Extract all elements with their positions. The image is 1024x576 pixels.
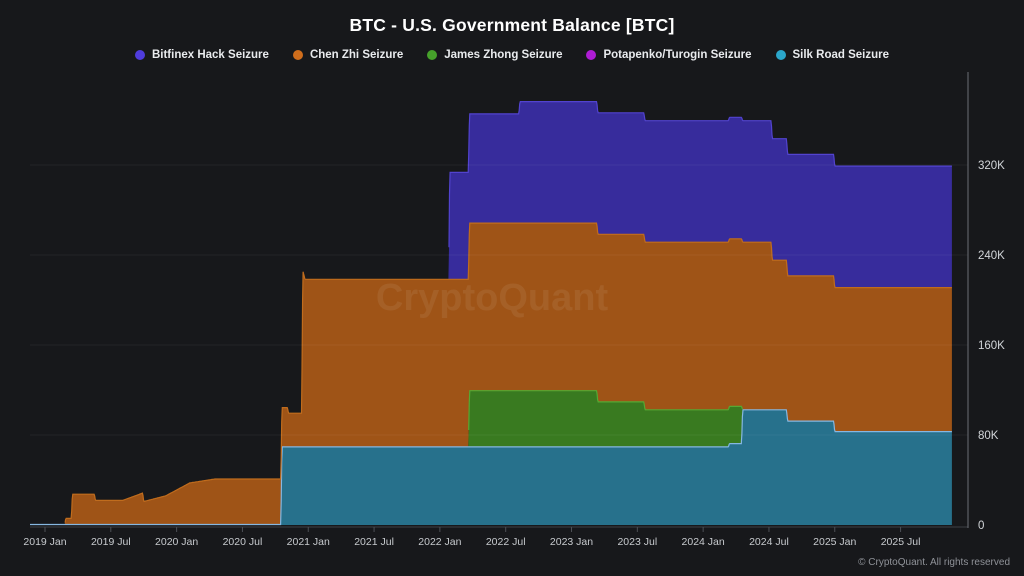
x-tick-label: 2025 Jul [881, 536, 921, 548]
legend-item-silk-road-seizure[interactable]: Silk Road Seizure [775, 49, 890, 61]
legend-dot-chen-zhi-icon [292, 50, 303, 60]
line-chen-zhi [64, 222, 952, 523]
x-tick-label: 2019 Jul [91, 536, 131, 548]
line-silk-road [30, 409, 952, 526]
y-tick-label-240K: 240K [978, 250, 1005, 262]
chart-legend: Bitfinex Hack Seizure Chen Zhi Seizure J… [0, 49, 1024, 61]
legend-item-chen-zhi-seizure[interactable]: Chen Zhi Seizure [292, 49, 404, 61]
line-james-zhong [468, 390, 743, 431]
x-tick-label: 2024 Jul [749, 536, 789, 548]
y-tick-label-320K: 320K [978, 160, 1005, 172]
y-tick-label-160K: 160K [978, 340, 1005, 352]
line-bitfinex-hack [448, 101, 952, 248]
legend-label-james-zhong: James Zhong Seizure [444, 49, 563, 61]
x-tick-label: 2023 Jan [550, 536, 593, 548]
legend-item-bitfinex-hack-seizure[interactable]: Bitfinex Hack Seizure [134, 49, 269, 61]
legend-item-potapenko-turogin-seizure[interactable]: Potapenko/Turogin Seizure [586, 49, 752, 61]
area-james-zhong [30, 390, 952, 525]
legend-dot-james-zhong-icon [427, 50, 438, 60]
legend-dot-silk-road-icon [775, 50, 786, 60]
y-tick-label-80K: 80K [978, 430, 999, 442]
area-silk-road [30, 409, 952, 525]
area-chen-zhi [30, 223, 952, 525]
x-tick-label: 2020 Jul [223, 536, 263, 548]
legend-label-chen-zhi: Chen Zhi Seizure [309, 49, 404, 61]
legend-dot-bitfinex-icon [134, 50, 145, 60]
x-tick-label: 2021 Jan [287, 536, 330, 548]
x-tick-label: 2022 Jan [418, 536, 461, 548]
x-tick-label: 2020 Jan [155, 536, 198, 548]
x-tick-label: 2023 Jul [617, 536, 657, 548]
watermark: CryptoQuant [376, 277, 609, 319]
legend-label-bitfinex: Bitfinex Hack Seizure [151, 49, 269, 61]
area-bitfinex-hack [30, 101, 952, 525]
legend-label-silk-road: Silk Road Seizure [792, 49, 890, 61]
copyright-attribution: © CryptoQuant. All rights reserved [858, 557, 1010, 568]
legend-dot-potapenko-turogin-icon [586, 50, 597, 60]
y-tick-label-0: 0 [978, 520, 984, 532]
x-tick-label: 2025 Jan [813, 536, 856, 548]
x-tick-label: 2024 Jan [682, 536, 725, 548]
legend-item-james-zhong-seizure[interactable]: James Zhong Seizure [427, 49, 562, 61]
legend-label-potapenko-turogin: Potapenko/Turogin Seizure [603, 49, 752, 61]
x-tick-label: 2022 Jul [486, 536, 526, 548]
x-tick-label: 2019 Jan [23, 536, 66, 548]
chart-title: BTC - U.S. Government Balance [BTC] [349, 15, 675, 35]
x-tick-label: 2021 Jul [354, 536, 394, 548]
